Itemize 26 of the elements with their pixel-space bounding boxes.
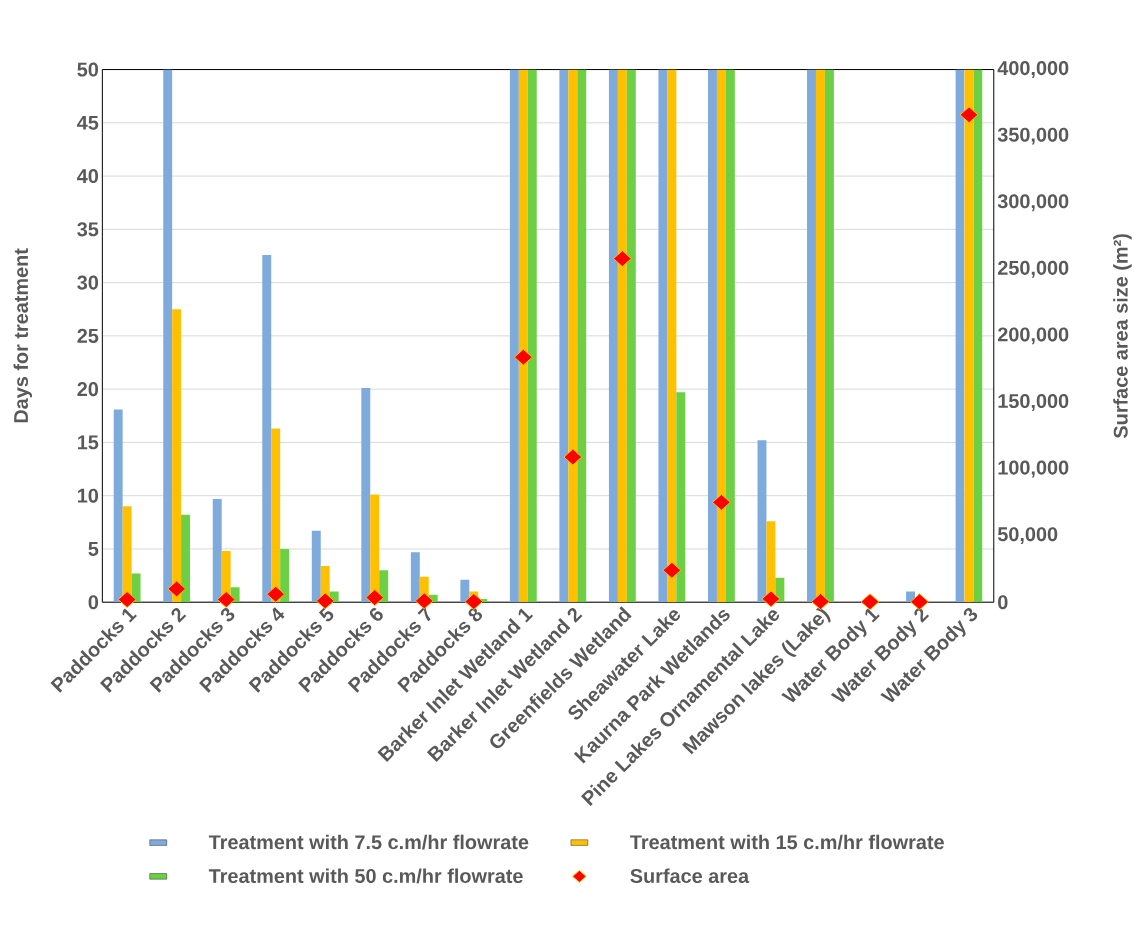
y-tick-label: 40	[77, 169, 99, 184]
legend-label: Treatment with 50 c.m/hr flowrate	[208, 868, 523, 884]
y-tick-label: 0	[88, 595, 99, 610]
y-tick-label: 30	[77, 275, 99, 290]
y-tick-label: 10	[77, 488, 99, 503]
legend-label: Treatment with 15 c.m/hr flowrate	[630, 834, 944, 850]
y2-tick-label: 350,000	[997, 127, 1069, 145]
legend-label: Surface area	[630, 868, 750, 883]
y2-tick-label: 150,000	[998, 393, 1069, 411]
y2-tick-label: 200,000	[997, 327, 1069, 345]
y-tick-label: 25	[77, 328, 99, 343]
y-tick-label: 15	[77, 435, 99, 450]
y2-tick-label: 0	[998, 595, 1008, 610]
y-tick-label: 45	[77, 115, 99, 130]
y2-tick-label: 250,000	[997, 260, 1069, 278]
y-tick-label: 5	[88, 541, 99, 556]
y2-axis-title: Surface area size (m²)	[1113, 234, 1132, 439]
y2-tick-label: 50,000	[997, 527, 1058, 545]
y-tick-label: 35	[77, 222, 99, 237]
y2-tick-label: 300,000	[997, 194, 1069, 212]
y2-tick-label: 400,000	[997, 61, 1069, 78]
y-tick-label: 50	[77, 62, 99, 77]
y-axis-title: Days for treatment	[13, 248, 32, 423]
legend-label: Treatment with 7.5 c.m/hr flowrate	[208, 834, 529, 850]
y-tick-label: 20	[77, 382, 99, 397]
y2-tick-label: 100,000	[998, 460, 1069, 478]
